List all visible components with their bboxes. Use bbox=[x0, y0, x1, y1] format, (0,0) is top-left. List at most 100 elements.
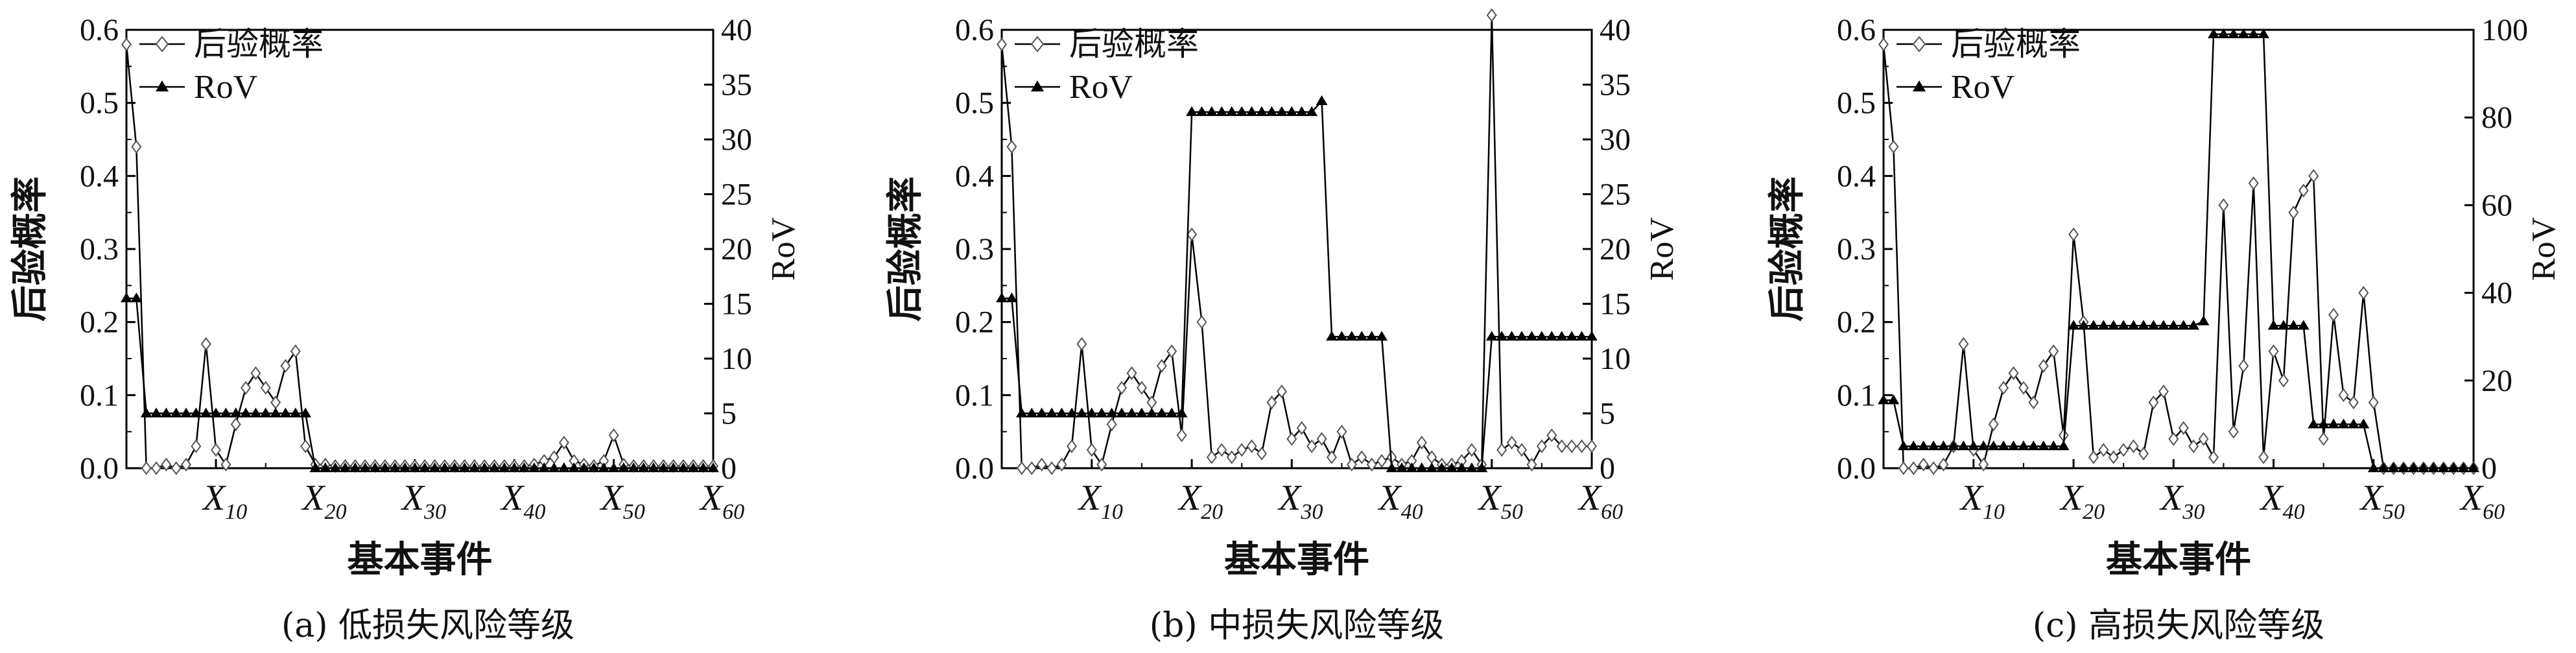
y-tick-label: 0.1 bbox=[1837, 378, 1876, 412]
rov-point bbox=[270, 407, 281, 418]
x-tick-label: X60 bbox=[2459, 478, 2505, 524]
posterior-point bbox=[2358, 285, 2369, 300]
posterior-point bbox=[1346, 457, 1357, 472]
y-axis-title: 后验概率 bbox=[1766, 176, 1808, 322]
x-tick-subscript: 30 bbox=[1300, 500, 1323, 524]
rov-point bbox=[259, 407, 272, 418]
rov-point bbox=[2367, 462, 2380, 473]
rov-point bbox=[200, 407, 212, 418]
rov-point bbox=[2357, 418, 2370, 429]
rov-point bbox=[1536, 331, 1548, 341]
rov-point bbox=[1035, 407, 1048, 418]
rov-point bbox=[1356, 331, 1368, 341]
x-tick-base: X bbox=[600, 478, 625, 518]
posterior-point bbox=[2138, 446, 2149, 461]
rov-point bbox=[1206, 106, 1218, 116]
posterior-point bbox=[1076, 337, 1087, 351]
rov-point bbox=[319, 462, 331, 473]
legend-diamond-marker bbox=[1030, 36, 1045, 53]
rov-point bbox=[170, 407, 182, 418]
rov-point bbox=[1056, 407, 1068, 418]
x-tick-base: X bbox=[2259, 478, 2284, 518]
posterior-point bbox=[1356, 450, 1367, 464]
chart-panel-b: 0.00.10.20.30.40.50.60510152025303540X10… bbox=[884, 8, 1681, 645]
y-tick-label: 0.4 bbox=[1837, 159, 1876, 193]
posterior-point bbox=[2288, 205, 2299, 220]
x-tick-label: X10 bbox=[202, 478, 247, 524]
posterior-point bbox=[1928, 461, 1939, 475]
x-tick-label: X30 bbox=[1277, 478, 1323, 524]
rov-point bbox=[707, 462, 719, 473]
y2-tick-label: 40 bbox=[721, 13, 752, 47]
rov-point bbox=[558, 462, 570, 473]
rov-point bbox=[2127, 320, 2140, 330]
x-tick-label: X30 bbox=[401, 478, 446, 524]
rov-point bbox=[2317, 418, 2330, 429]
x-tick-label: X10 bbox=[1959, 478, 2005, 524]
posterior-point bbox=[2328, 307, 2339, 322]
x-tick-label: X10 bbox=[1078, 478, 1123, 524]
rov-point bbox=[2168, 320, 2180, 330]
rov-point bbox=[538, 462, 550, 473]
posterior-point bbox=[1988, 417, 1999, 432]
posterior-point bbox=[2178, 421, 2189, 435]
posterior-point bbox=[2048, 344, 2059, 359]
rov-point bbox=[2448, 462, 2460, 473]
legend-diamond-marker bbox=[1912, 36, 1926, 53]
x-tick-base: X bbox=[301, 478, 326, 518]
x-axis-title: 基本事件 bbox=[1224, 539, 1369, 581]
posterior-point bbox=[1006, 139, 1017, 154]
posterior-point bbox=[2108, 450, 2119, 464]
rov-point bbox=[2278, 320, 2289, 330]
posterior-point bbox=[2118, 443, 2129, 457]
posterior-point bbox=[191, 439, 202, 453]
posterior-point bbox=[230, 417, 241, 432]
rov-point bbox=[2208, 28, 2219, 38]
rov-point bbox=[429, 462, 441, 473]
rov-point bbox=[180, 407, 192, 418]
posterior-point bbox=[2028, 395, 2039, 410]
rov-point bbox=[667, 462, 679, 473]
y2-tick-label: 25 bbox=[721, 178, 752, 212]
posterior-point bbox=[1326, 450, 1337, 464]
rov-point bbox=[2097, 320, 2110, 330]
y2-tick-label: 35 bbox=[1600, 68, 1631, 102]
posterior-point bbox=[1246, 439, 1257, 453]
posterior-point bbox=[1998, 381, 2009, 395]
rov-point bbox=[479, 462, 491, 473]
x-tick-base: X bbox=[202, 478, 227, 518]
rov-point bbox=[1506, 331, 1518, 341]
x-tick-subscript: 60 bbox=[722, 500, 744, 524]
x-tick-subscript: 10 bbox=[1101, 500, 1123, 524]
x-tick-subscript: 60 bbox=[2483, 500, 2505, 524]
rov-point bbox=[1376, 331, 1388, 341]
posterior-point bbox=[997, 37, 1007, 52]
rov-point bbox=[408, 462, 421, 473]
rov-point bbox=[2457, 462, 2470, 473]
rov-point bbox=[1096, 407, 1108, 418]
posterior-point bbox=[1136, 381, 1147, 395]
y2-tick-label: 0 bbox=[721, 451, 737, 486]
posterior-point bbox=[181, 457, 192, 472]
rov-point bbox=[1316, 95, 1328, 105]
rov-point bbox=[657, 462, 670, 473]
posterior-point bbox=[2098, 443, 2109, 457]
x-tick-subscript: 30 bbox=[423, 500, 446, 524]
legend: 后验概率 RoV bbox=[1897, 25, 2081, 106]
rov-point bbox=[1225, 106, 1238, 116]
rov-point bbox=[2387, 462, 2400, 473]
rov-point bbox=[2147, 320, 2160, 330]
rov-point bbox=[1266, 106, 1278, 116]
posterior-point bbox=[1206, 450, 1217, 464]
rov-point bbox=[1345, 331, 1358, 341]
rov-point bbox=[2227, 28, 2239, 38]
posterior-point bbox=[1306, 439, 1318, 453]
posterior-point bbox=[1216, 443, 1227, 457]
posterior-point bbox=[2308, 169, 2319, 184]
posterior-point bbox=[2368, 395, 2379, 410]
chart-panel-a: 0.00.10.20.30.40.50.60510152025303540X10… bbox=[9, 13, 802, 645]
posterior-point bbox=[2248, 176, 2259, 191]
posterior-point bbox=[1176, 428, 1187, 442]
rov-point bbox=[1326, 331, 1338, 341]
posterior-point bbox=[1096, 457, 1107, 472]
